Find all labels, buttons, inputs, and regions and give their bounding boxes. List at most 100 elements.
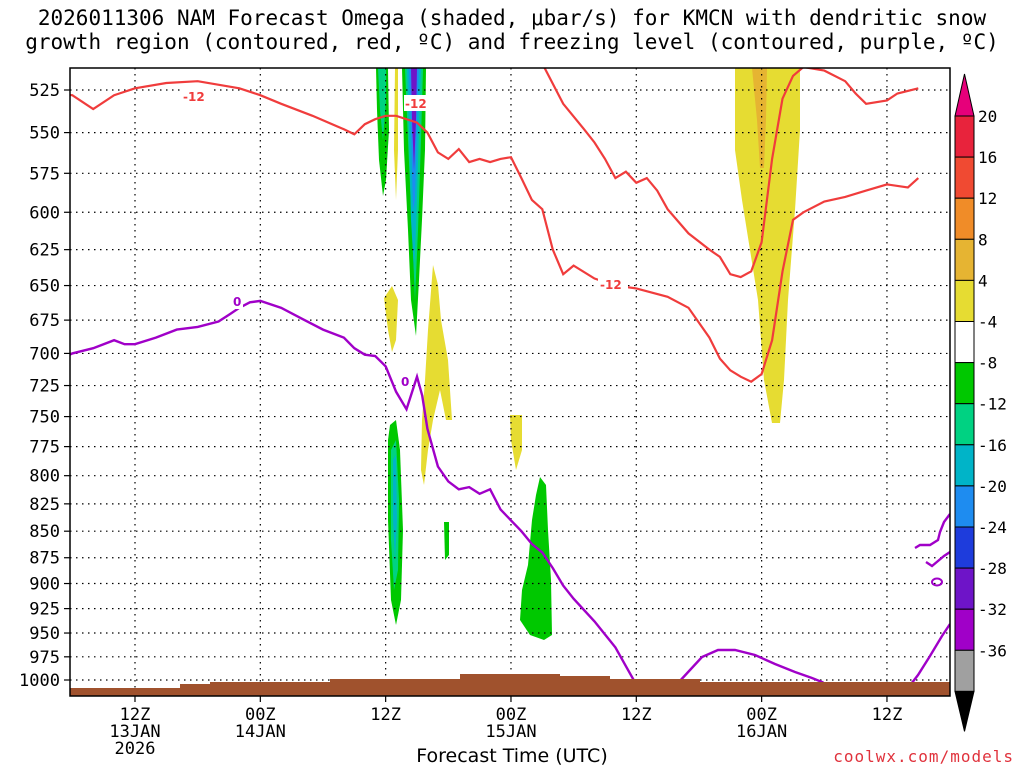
grid-lines: [70, 68, 950, 696]
omega-region-yellow-15jan-dgz: [735, 68, 800, 423]
colorbar-label: -24: [978, 518, 1007, 537]
colorbar-segment: [954, 279, 975, 322]
plot-frame: [69, 67, 951, 697]
colorbar-segment: [954, 115, 975, 158]
x-tick-label: 16JAN: [736, 722, 787, 742]
y-tick-label: 575: [29, 164, 60, 184]
dgz-contour-label-2: -12: [405, 97, 427, 111]
omega-shading-layer: [376, 68, 800, 640]
x-tick-label: 12Z: [872, 705, 903, 725]
y-tick-label: 950: [29, 624, 60, 644]
dgz-minus12-contour-lower: [543, 68, 919, 279]
y-tick-label: 725: [29, 377, 60, 397]
colorbar-label: -4: [978, 313, 997, 332]
y-tick-label: 825: [29, 495, 60, 515]
x-tick-label: 00Z: [245, 705, 276, 725]
omega-region-green-15jan-low: [520, 477, 552, 640]
colorbar-label: -36: [978, 641, 1007, 660]
terrain-ground: [70, 674, 950, 696]
omega-region-yellow-thin-sliver: [394, 68, 398, 200]
colorbar-segment: [954, 321, 975, 364]
colorbar-label: -20: [978, 477, 1007, 496]
y-axis: 525 550 575 600 625 650 675 700 725 750 775 800 825 8…: [19, 81, 70, 691]
colorbar-label: 12: [978, 189, 997, 208]
freezing-level-contour-16jan: [677, 648, 824, 688]
colorbar-segment: [954, 444, 975, 487]
colorbar: 20 16 12 8 4 -4 -8 -12 -16 -20 -24 -28 -32 -36: [954, 73, 1007, 732]
colorbar-segment: [954, 238, 975, 281]
x-tick-label: 12Z: [621, 705, 652, 725]
freezing-level-contour: [70, 299, 638, 686]
y-tick-label: 975: [29, 648, 60, 668]
freezing-level-contour-right-upper: [914, 513, 950, 550]
x-tick-label: 12Z: [370, 705, 401, 725]
colorbar-label: 4: [978, 271, 988, 290]
freezing-contour-label-2: 0: [401, 375, 409, 389]
omega-region-yellow-small-2: [510, 415, 522, 470]
y-tick-label: 625: [29, 241, 60, 261]
y-tick-label: 800: [29, 467, 60, 487]
y-tick-label: 525: [29, 81, 60, 101]
chart-title: 2026011306 NAM Forecast Omega (shaded, μ…: [0, 6, 1024, 54]
colorbar-label: 16: [978, 148, 997, 167]
y-tick-label: 775: [29, 438, 60, 458]
colorbar-label: -8: [978, 354, 997, 373]
colorbar-segment: [954, 649, 975, 692]
y-tick-label: 650: [29, 277, 60, 297]
y-tick-label: 750: [29, 408, 60, 428]
omega-region-yellow-small-1: [384, 286, 398, 352]
contour-label-bg: [404, 95, 432, 111]
dgz-contour-label-1: -12: [183, 90, 205, 104]
omega-region-teal-upper-column-left: [378, 68, 386, 140]
y-tick-label: 850: [29, 522, 60, 542]
colorbar-top-arrow: [954, 73, 975, 117]
contour-label-bg: [399, 375, 411, 389]
freezing-level-contour-right-edge: [907, 623, 950, 689]
x-tick-label: 12Z: [120, 705, 151, 725]
freezing-level-contour-right-mid: [925, 551, 950, 568]
x-tick-label: 00Z: [496, 705, 527, 725]
colorbar-bottom-arrow: [954, 690, 975, 732]
omega-region-purple-upper-column: [411, 68, 417, 170]
y-tick-label: 700: [29, 344, 60, 364]
colorbar-segment: [954, 197, 975, 240]
chart-title-line1: 2026011306 NAM Forecast Omega (shaded, μ…: [37, 6, 987, 30]
colorbar-label: -32: [978, 600, 1007, 619]
colorbar-label: -16: [978, 436, 1007, 455]
y-tick-label: 1000: [19, 671, 60, 691]
y-tick-label: 900: [29, 575, 60, 595]
dgz-minus12-contour-upper: [70, 80, 920, 383]
colorbar-segment: [954, 567, 975, 610]
x-tick-label: 2026: [115, 739, 156, 759]
colorbar-segment: [954, 362, 975, 405]
y-tick-label: 550: [29, 124, 60, 144]
colorbar-segment: [954, 403, 975, 446]
x-tick-label: 14JAN: [235, 722, 286, 742]
omega-region-yellow-midlevel: [421, 265, 452, 485]
contour-label-bg: [598, 276, 628, 292]
x-axis-title: Forecast Time (UTC): [416, 745, 608, 767]
contour-layer: -12 -12 -12 0 0: [70, 68, 950, 689]
omega-region-orange-core: [752, 68, 767, 168]
y-tick-label: 925: [29, 600, 60, 620]
dgz-contour-label-3: -12: [600, 278, 622, 292]
x-tick-label: 00Z: [746, 705, 777, 725]
colorbar-label: 8: [978, 230, 988, 249]
freezing-level-contour-small-loop: [931, 577, 943, 587]
colorbar-segment: [954, 485, 975, 528]
y-tick-label: 875: [29, 549, 60, 569]
colorbar-label: 20: [978, 107, 997, 126]
colorbar-label: -28: [978, 559, 1007, 578]
contour-label-bg: [180, 88, 210, 104]
contour-label-bg: [231, 294, 243, 309]
site-credit[interactable]: coolwx.com/models: [833, 747, 1014, 766]
x-tick-label: 15JAN: [485, 722, 536, 742]
omega-region-cyan-lower-column: [393, 455, 397, 560]
y-tick-label: 675: [29, 311, 60, 331]
chart-title-line2: growth region (contoured, red, ºC) and f…: [25, 30, 999, 54]
x-tick-label: 13JAN: [109, 722, 160, 742]
colorbar-label: -12: [978, 395, 1007, 414]
colorbar-segment: [954, 156, 975, 199]
